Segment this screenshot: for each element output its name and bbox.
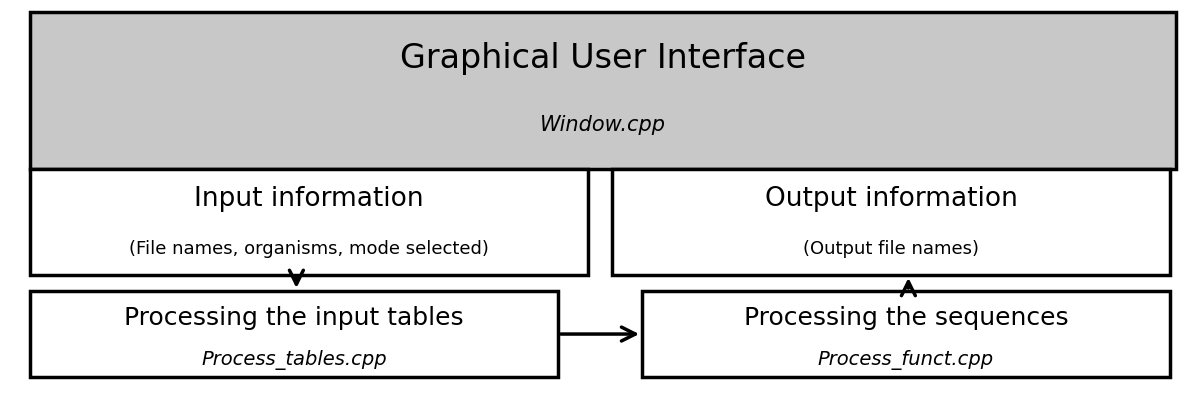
Text: Process_tables.cpp: Process_tables.cpp <box>202 350 386 370</box>
Text: (File names, organisms, mode selected): (File names, organisms, mode selected) <box>130 240 488 257</box>
FancyBboxPatch shape <box>642 291 1170 377</box>
Text: Input information: Input information <box>194 186 424 212</box>
Text: Graphical User Interface: Graphical User Interface <box>400 42 806 75</box>
Text: Output information: Output information <box>764 186 1018 212</box>
Text: Process_funct.cpp: Process_funct.cpp <box>818 350 994 370</box>
Text: (Output file names): (Output file names) <box>803 240 979 257</box>
FancyBboxPatch shape <box>612 169 1170 275</box>
FancyBboxPatch shape <box>30 291 558 377</box>
FancyBboxPatch shape <box>30 169 588 275</box>
Text: Processing the input tables: Processing the input tables <box>124 307 464 331</box>
Text: Processing the sequences: Processing the sequences <box>744 307 1068 331</box>
Text: Window.cpp: Window.cpp <box>540 115 666 135</box>
FancyBboxPatch shape <box>30 12 1176 169</box>
